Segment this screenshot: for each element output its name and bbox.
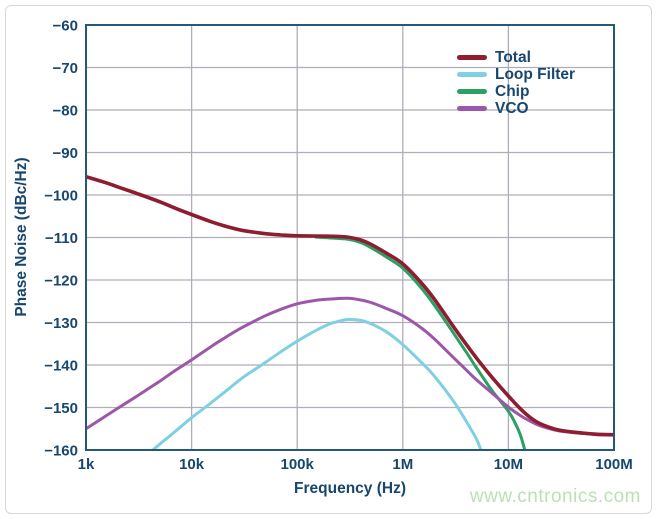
legend-swatch-vco [457, 106, 487, 111]
y-tick-label: −100 [44, 188, 78, 205]
y-tick-label: −140 [44, 358, 78, 375]
legend-swatch-total [457, 55, 487, 60]
y-tick-label: −120 [44, 273, 78, 290]
y-tick-label: −90 [53, 145, 78, 162]
y-tick-label: −130 [44, 315, 78, 332]
legend-swatch-loop-filter [457, 72, 487, 77]
y-tick-label: −70 [53, 60, 78, 77]
legend-item-vco: VCO [457, 100, 575, 117]
x-tick-label: 100M [595, 456, 633, 473]
x-tick-label: 10M [494, 456, 523, 473]
y-tick-label: −80 [53, 103, 78, 120]
y-tick-label: −110 [45, 230, 78, 247]
x-axis-title: Frequency (Hz) [294, 480, 406, 497]
legend-label-chip: Chip [495, 83, 530, 100]
y-tick-label: −60 [53, 18, 78, 35]
legend: Total Loop Filter Chip VCO [457, 49, 575, 117]
legend-label-loop-filter: Loop Filter [495, 66, 576, 83]
legend-label-total: Total [495, 49, 531, 66]
watermark: www.cntronics.com [469, 486, 641, 507]
x-tick-label: 10k [179, 456, 205, 473]
legend-item-total: Total [457, 49, 575, 66]
legend-swatch-chip [457, 89, 487, 94]
legend-item-chip: Chip [457, 83, 575, 100]
x-tick-label: 1k [78, 456, 95, 473]
vco-curve [86, 296, 614, 437]
total-curve [86, 174, 614, 437]
y-tick-label: −160 [44, 443, 78, 460]
x-tick-label: 1M [392, 456, 413, 473]
loop-filter-curve [151, 317, 483, 450]
x-tick-label: 100k [281, 456, 315, 473]
y-axis-title: Phase Noise (dBc/Hz) [13, 157, 30, 317]
legend-item-loop-filter: Loop Filter [457, 66, 575, 83]
chip-curve [314, 235, 527, 450]
legend-label-vco: VCO [495, 100, 529, 117]
plot-frame [85, 24, 615, 451]
y-tick-label: −150 [44, 400, 78, 417]
